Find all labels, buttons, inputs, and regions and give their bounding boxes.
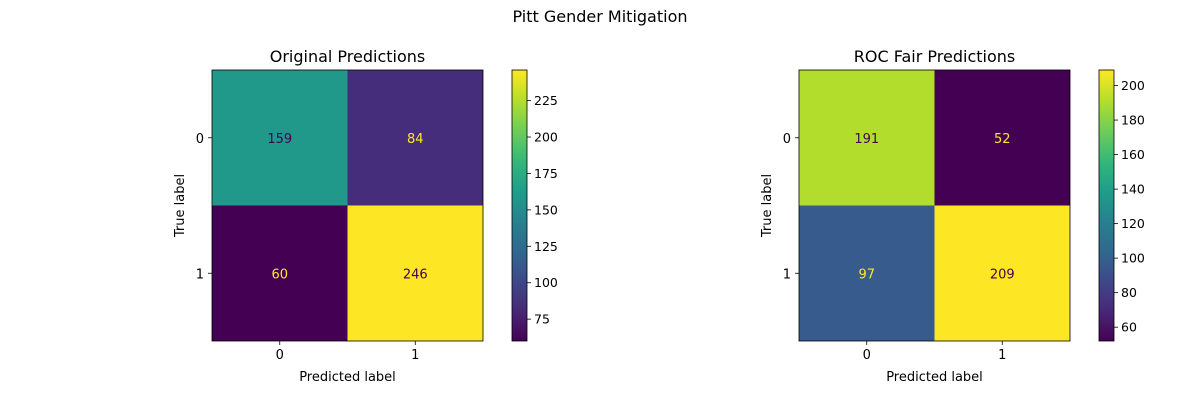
x-tick-label-0-0: 0: [276, 348, 284, 363]
x-tick-label-1-1: 1: [998, 348, 1006, 363]
x-tick-label-0-1: 1: [411, 348, 419, 363]
colorbar-tick-label-0-2: 125: [534, 239, 558, 254]
y-tick-label-1-0: 0: [783, 132, 791, 147]
colorbar-tick-label-1-2: 100: [1121, 251, 1145, 266]
axes-frame-0: [211, 69, 484, 342]
y-tick-label-0-1: 1: [196, 267, 204, 282]
y-tick-label-1-1: 1: [783, 267, 791, 282]
cell-value-label-0-0-1: 84: [407, 132, 424, 147]
heatmap-cell-1-0-0: [799, 70, 935, 206]
colorbar-tick-label-0-0: 75: [534, 312, 550, 327]
figure-title: Pitt Gender Mitigation: [513, 7, 688, 26]
colorbar-1: [1098, 69, 1115, 342]
heatmap-cell-0-0-0: [212, 70, 348, 206]
heatmap-cell-0-0-1: [347, 70, 483, 206]
colorbar-tick-label-0-5: 200: [534, 130, 558, 145]
colorbar-tick-label-0-6: 225: [534, 93, 558, 108]
heatmap-cell-1-0-1: [934, 70, 1070, 206]
heatmap-cell-0-1-1: [347, 205, 483, 341]
colorbar-tick-label-0-1: 100: [534, 275, 558, 290]
axes-frame-1: [798, 69, 1071, 342]
x-axis-label-0: Predicted label: [299, 370, 396, 385]
cell-value-label-1-1-0: 97: [858, 267, 875, 282]
chart-title-1: ROC Fair Predictions: [854, 47, 1015, 66]
colorbar-tick-label-1-5: 160: [1121, 147, 1145, 162]
colorbar-tick-label-0-3: 150: [534, 202, 558, 217]
colorbar-tick-label-1-3: 120: [1121, 216, 1145, 231]
heatmap-cell-0-1-0: [212, 205, 348, 341]
chart-title-0: Original Predictions: [270, 47, 426, 66]
y-axis-label-0: True label: [173, 174, 188, 238]
heatmap-cell-1-1-1: [934, 205, 1070, 341]
colorbar-tick-label-1-0: 60: [1121, 320, 1137, 335]
cell-value-label-1-1-1: 209: [990, 267, 1015, 282]
y-tick-label-0-0: 0: [196, 132, 204, 147]
cell-value-label-0-1-1: 246: [403, 267, 428, 282]
colorbar-0: [511, 69, 528, 342]
y-axis-label-1: True label: [760, 174, 775, 238]
x-axis-label-1: Predicted label: [886, 370, 983, 385]
cell-value-label-1-0-0: 191: [854, 132, 879, 147]
cell-value-label-0-1-0: 60: [271, 267, 288, 282]
heatmap-cell-1-1-0: [799, 205, 935, 341]
x-tick-label-1-0: 0: [863, 348, 871, 363]
colorbar-tick-label-1-1: 80: [1121, 285, 1137, 300]
cell-value-label-0-0-0: 159: [267, 132, 292, 147]
colorbar-tick-label-1-7: 200: [1121, 78, 1145, 93]
colorbar-tick-label-1-4: 140: [1121, 182, 1145, 197]
colorbar-tick-label-0-4: 175: [534, 166, 558, 181]
colorbar-tick-label-1-6: 180: [1121, 113, 1145, 128]
cell-value-label-1-0-1: 52: [994, 132, 1011, 147]
